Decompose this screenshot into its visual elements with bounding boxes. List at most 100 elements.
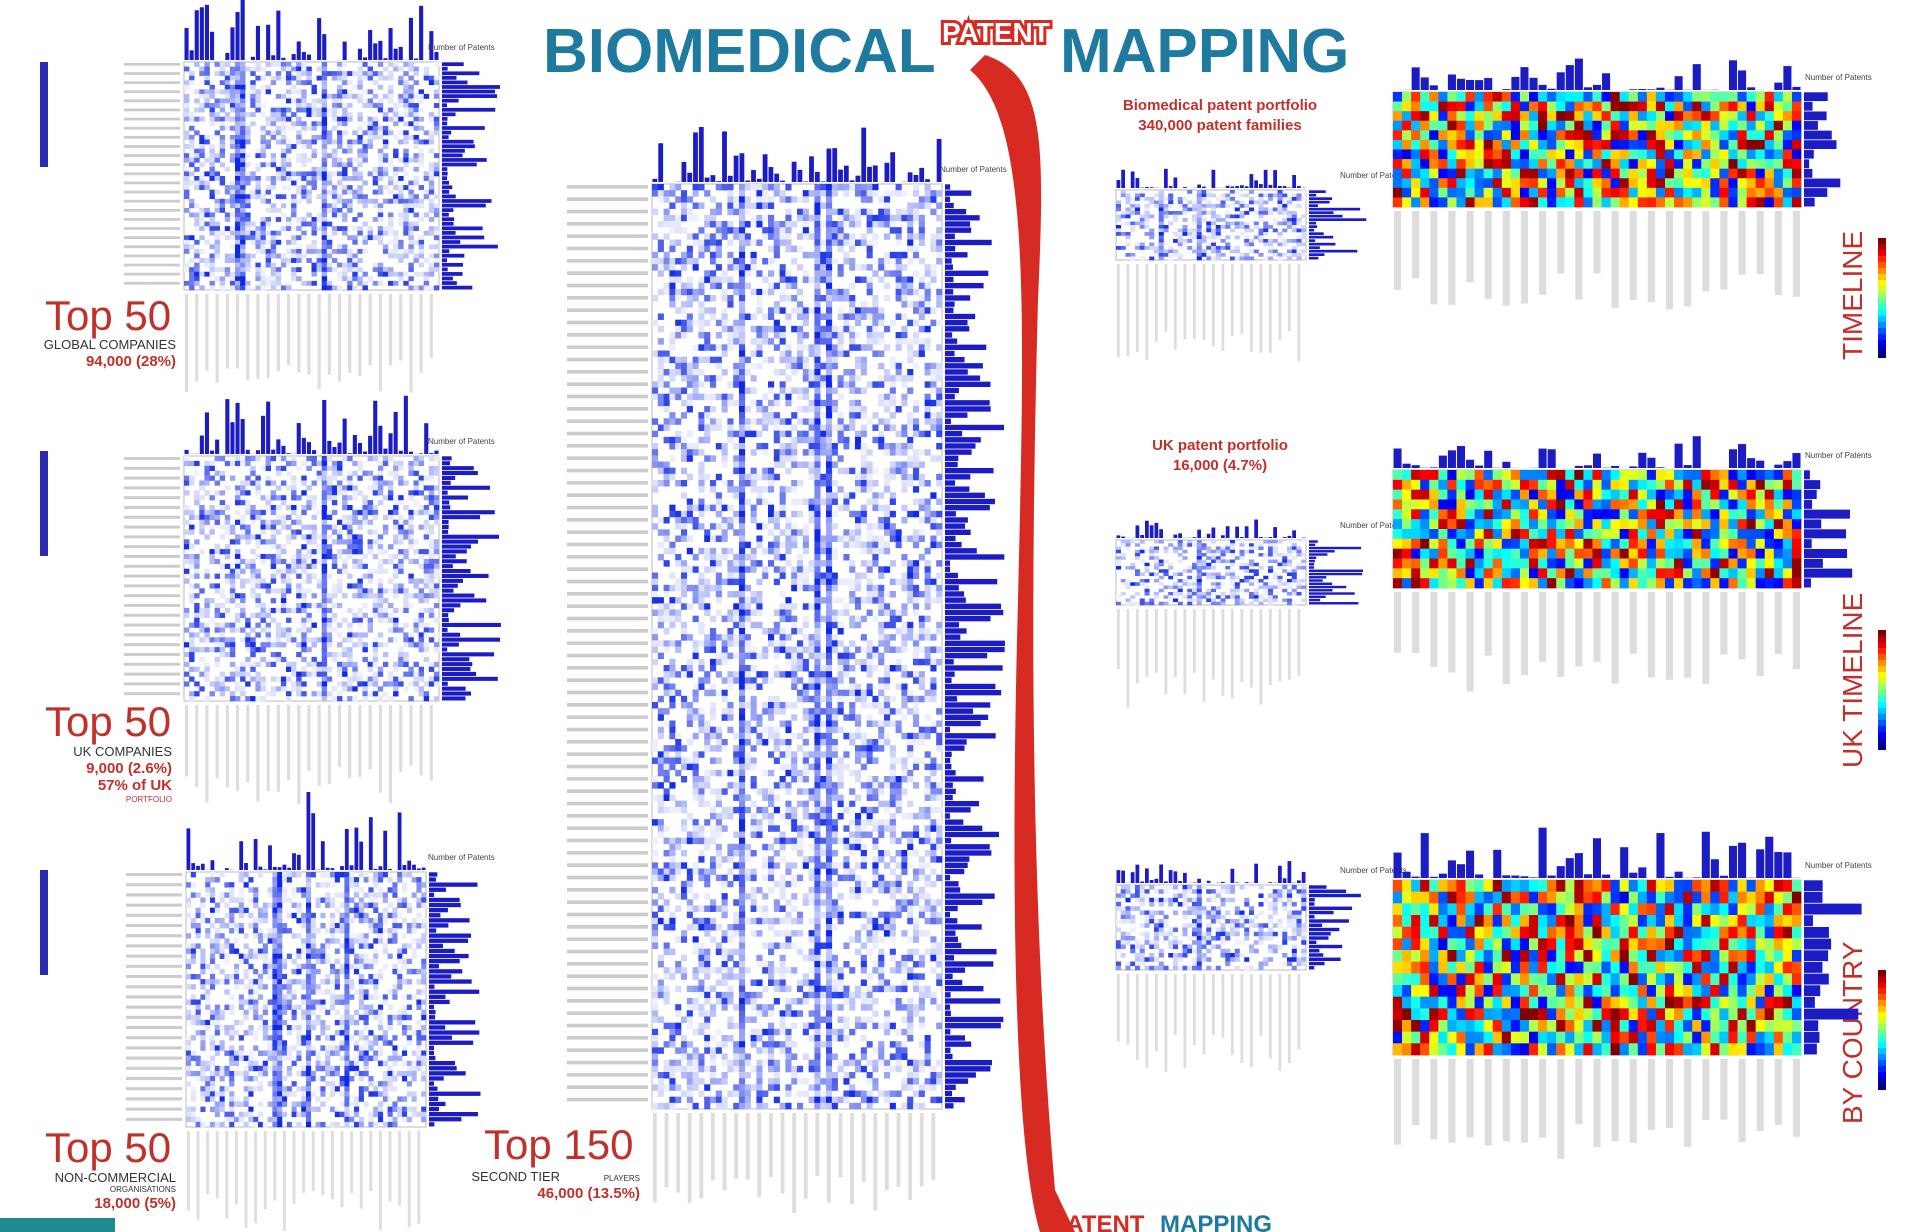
heatmap-cell — [184, 207, 190, 213]
heatmap-cell — [209, 558, 215, 565]
heatmap-cell — [382, 116, 389, 122]
heatmap-cell — [272, 882, 278, 888]
heatmap-cell — [403, 253, 409, 259]
heatmap-cell — [402, 958, 408, 965]
heatmap-cell — [310, 917, 316, 924]
heatmap-cell — [403, 661, 409, 667]
heatmap-cell — [280, 262, 287, 268]
heatmap-cell — [306, 948, 312, 954]
heatmap-cell — [229, 642, 236, 648]
heatmap-cell — [326, 221, 333, 227]
heatmap-cell — [286, 979, 292, 985]
side-bar — [442, 495, 469, 500]
heatmap-cell — [245, 130, 251, 136]
heatmap-cell — [403, 121, 409, 127]
heatmap-cell — [392, 1035, 398, 1041]
row-label — [124, 613, 180, 617]
heatmap-cell — [413, 500, 419, 506]
heatmap-cell — [669, 184, 676, 191]
heatmap-cell — [657, 338, 664, 345]
heatmap-cell — [282, 1055, 288, 1061]
heatmap-cell — [219, 671, 226, 677]
heatmap-cell — [354, 1101, 360, 1107]
heatmap-cell — [296, 157, 302, 163]
heatmap-cell — [325, 1035, 331, 1041]
heatmap-cell — [362, 514, 368, 520]
heatmap-cell — [194, 217, 200, 222]
heatmap-cell — [352, 93, 358, 99]
heatmap-cell — [315, 1086, 321, 1092]
heatmap-cell — [378, 1060, 384, 1067]
heatmap-cell — [657, 868, 664, 875]
heatmap-cell — [310, 938, 316, 944]
heatmap-cell — [286, 75, 292, 81]
heatmap-cell — [413, 485, 419, 491]
heatmap-cell — [377, 686, 384, 692]
heatmap-cell — [657, 726, 664, 734]
heatmap-cell — [224, 460, 231, 467]
side-bar — [429, 1086, 438, 1091]
side-bar — [442, 500, 450, 505]
heatmap-cell — [663, 1065, 670, 1073]
heatmap-cell — [349, 984, 355, 990]
heatmap-cell — [408, 642, 414, 648]
heatmap-cell — [250, 558, 256, 565]
heatmap-cell — [301, 107, 307, 113]
heatmap-cell — [337, 681, 343, 687]
heatmap-cell — [347, 103, 353, 108]
heatmap-cell — [258, 1086, 264, 1092]
heatmap-cell — [377, 642, 384, 648]
heatmap-cell — [428, 176, 435, 181]
heatmap-cell — [301, 588, 307, 594]
heatmap-cell — [296, 221, 302, 227]
heatmap-cell — [398, 189, 404, 195]
heatmap-cell — [339, 1030, 345, 1036]
heatmap-cell — [669, 547, 676, 555]
heatmap-cell — [219, 103, 226, 108]
heatmap-cell — [310, 1106, 316, 1112]
heatmap-cell — [413, 578, 419, 584]
heatmap-cell — [189, 524, 195, 530]
heatmap-cell — [204, 465, 210, 471]
heatmap-cell — [423, 696, 430, 702]
heatmap-cell — [210, 1086, 216, 1092]
heatmap-cell — [255, 647, 261, 653]
heatmap-cell — [194, 98, 200, 104]
heatmap-cell — [433, 573, 440, 579]
heatmap-cell — [342, 519, 348, 525]
heatmap-cell — [272, 1030, 278, 1036]
heatmap-cell — [418, 554, 424, 560]
heatmap-cell — [240, 666, 246, 672]
heatmap-cell — [200, 1019, 206, 1026]
heatmap-cell — [378, 887, 384, 893]
heatmap-cell — [398, 176, 404, 181]
heatmap-cell — [652, 381, 659, 388]
heatmap-cell — [209, 116, 215, 122]
heatmap-cell — [352, 189, 358, 195]
heatmap-cell — [398, 276, 404, 282]
heatmap-cell — [321, 71, 328, 76]
heatmap-cell — [240, 248, 246, 254]
heatmap-cell — [316, 121, 322, 127]
heatmap-cell — [255, 98, 261, 104]
heatmap-cell — [423, 130, 430, 136]
heatmap-cell — [184, 558, 190, 565]
heatmap-cell — [189, 514, 195, 520]
heatmap-cell — [398, 656, 404, 663]
heatmap-cell — [204, 139, 210, 145]
heatmap-cell — [326, 642, 333, 648]
column-label — [187, 1131, 190, 1211]
heatmap-cell — [669, 375, 676, 382]
heatmap-cell — [652, 757, 659, 764]
heatmap-cell — [238, 958, 244, 965]
heatmap-cell — [240, 534, 246, 540]
heatmap-cell — [347, 285, 353, 291]
heatmap-cell — [403, 112, 409, 118]
heatmap-cell — [219, 676, 226, 682]
heatmap-cell — [272, 989, 278, 995]
heatmap-cell — [377, 185, 384, 190]
heatmap-cell — [325, 979, 331, 985]
heatmap-cell — [326, 248, 333, 254]
heatmap-cell — [315, 897, 321, 903]
heatmap-cell — [398, 676, 404, 682]
